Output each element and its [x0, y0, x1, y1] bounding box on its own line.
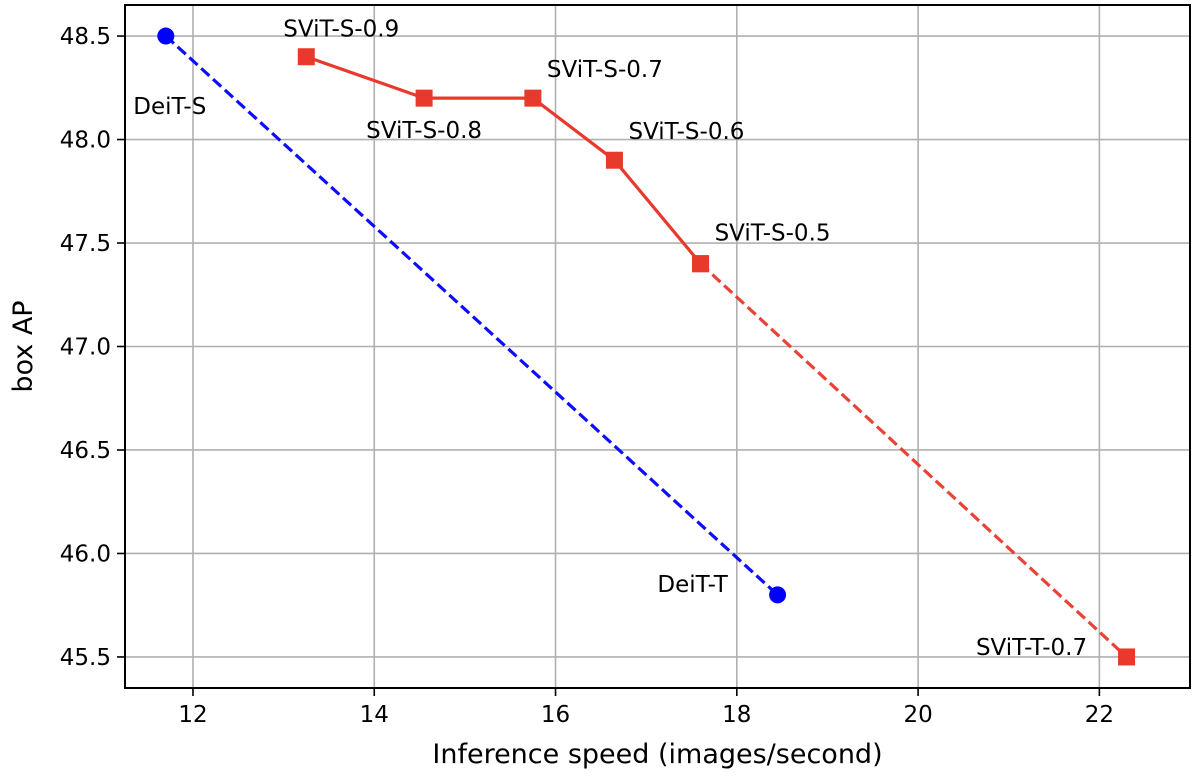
y-tick-label: 46.0	[60, 541, 111, 567]
y-tick-label: 45.5	[60, 645, 111, 671]
data-point-square	[1118, 648, 1136, 666]
point-label: SViT-T-0.7	[976, 635, 1087, 661]
data-point-square	[524, 89, 542, 107]
data-point-circle	[769, 586, 787, 604]
y-tick-label: 48.0	[60, 128, 111, 154]
data-point-circle	[157, 27, 175, 45]
point-label: DeiT-S	[133, 94, 206, 120]
x-tick-label: 20	[903, 702, 932, 728]
y-tick-label: 47.0	[60, 335, 111, 361]
axis-ticks: 12 14 16 18 20 22 45.5 46.0 46.5 47.0 47.5 48.0 48.5	[60, 24, 1114, 728]
y-axis-title: box AP	[8, 300, 39, 392]
point-label: SViT-S-0.9	[283, 17, 399, 43]
data-point-square	[415, 89, 433, 107]
data-point-square	[605, 151, 623, 169]
point-labels: DeiT-S DeiT-T SViT-S-0.9 SViT-S-0.8 SViT-S-0…	[133, 17, 1087, 661]
y-tick-label: 46.5	[60, 438, 111, 464]
series-line-2	[699, 262, 1128, 659]
y-tick-label: 48.5	[60, 24, 111, 50]
x-tick-label: 16	[541, 702, 570, 728]
x-tick-label: 12	[178, 702, 207, 728]
series	[157, 27, 1136, 666]
x-tick-label: 18	[722, 702, 751, 728]
data-point-square	[297, 48, 315, 66]
x-tick-label: 14	[360, 702, 389, 728]
series-line-1	[305, 55, 702, 265]
series-line-0	[164, 34, 779, 597]
point-label: SViT-S-0.8	[366, 118, 482, 144]
data-point-square	[692, 255, 710, 273]
x-axis-title: Inference speed (images/second)	[432, 739, 882, 770]
y-tick-label: 47.5	[60, 231, 111, 257]
x-tick-label: 22	[1085, 702, 1114, 728]
point-label: DeiT-T	[657, 572, 728, 598]
point-label: SViT-S-0.5	[715, 221, 831, 247]
point-label: SViT-S-0.6	[628, 119, 744, 145]
grid	[125, 5, 1190, 688]
point-label: SViT-S-0.7	[547, 57, 663, 83]
